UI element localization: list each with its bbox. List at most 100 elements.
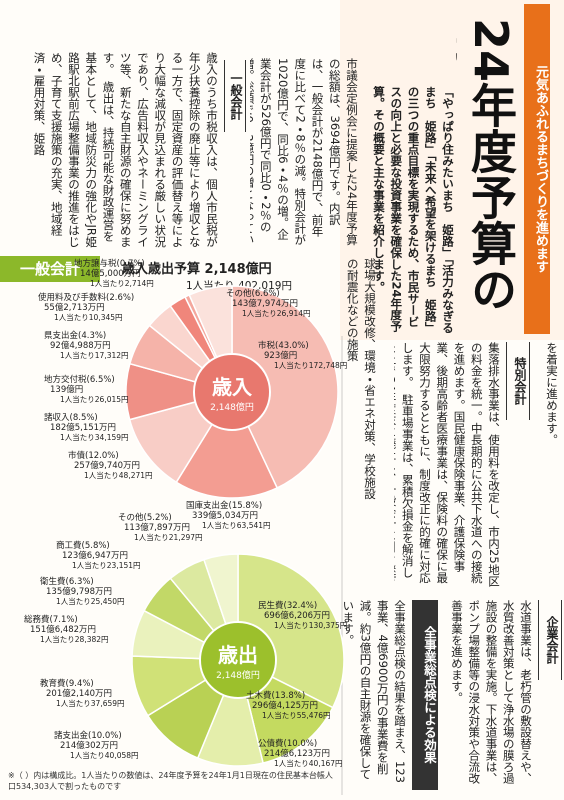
slice-label: 市債(12.0%) 257億9,740万円 1人当たり48,271円 [68, 450, 153, 480]
slice-name: 国庫支出金 [186, 500, 229, 511]
slice-name: 土木費 [246, 690, 272, 701]
page-title: 24年度予算の概要 [456, 18, 518, 313]
tagline: 元気あふれるまちづくりを進めます [524, 4, 550, 334]
slice-amount: 14億5,000万円 [80, 268, 141, 279]
slice-label: 諸収入(8.5%) 182億5,151万円 1人当たり34,159円 [44, 412, 129, 442]
slice-per-capita: 1人当たり23,151円 [72, 560, 141, 570]
slice-amount: 696億6,206万円 [264, 610, 330, 621]
badge-box [0, 256, 100, 282]
slice-share: (10.0%) [284, 739, 318, 749]
slice-amount: 139億円 [50, 384, 83, 395]
footnote: ※（ ）内は構成比。1人当たりの数値は、24年度予算を24年1月1日現在の住民基… [8, 771, 333, 791]
slice-share: (15.8%) [229, 501, 263, 511]
pie-center [193, 353, 271, 431]
slice-per-capita: 1人当たり130,375円 [274, 620, 347, 630]
slice-label: 総務費(7.1%) 151億6,482万円 1人当たり28,382円 [24, 614, 109, 644]
overview: 市議会定例会に提案した24年度予算の総額は、3694億円です。内訳は、一般会計が… [250, 58, 359, 246]
slice-label: 県支出金(4.3%) 92億4,988万円 1人当たり17,312円 [44, 330, 129, 360]
slice-per-capita: 1人当たり28,382円 [40, 634, 109, 644]
section-body: 水道事業は、老朽管の敷設替えや、水質改善対策として浄水場の膜ろ過施設の整備を実施… [450, 600, 533, 784]
slice-per-capita: 1人当たり37,659円 [56, 698, 125, 708]
slice-share: (0.7%) [117, 259, 145, 269]
slice-amount: 339億5,034万円 [192, 510, 258, 521]
slice-per-capita: 1人当たり10,345円 [54, 312, 123, 322]
section-heading: 全事業総点検による効果 [412, 600, 438, 790]
slice-per-capita: 1人当たり34,159円 [60, 432, 129, 442]
slice-amount: 214億302万円 [60, 740, 118, 751]
slice-share: (32.4%) [284, 601, 318, 611]
slice-share: (8.5%) [70, 413, 98, 423]
pie-center-label: 歳出 [218, 643, 258, 667]
slice-per-capita: 1人当たり40,167円 [274, 758, 343, 768]
slice-per-capita: 1人当たり40,058円 [70, 750, 139, 760]
slice-label: その他(5.2%) 113億7,897万円 1人当たり21,297円 [118, 512, 203, 542]
slice-amount: 143億7,974万円 [232, 298, 298, 309]
slice-amount: 135億9,798万円 [46, 586, 112, 597]
slice-label: 土木費(13.8%) 296億4,125万円 1人当たり55,476円 [246, 690, 331, 720]
slice-amount: 151億6,482万円 [30, 624, 96, 635]
slice-per-capita: 1人当たり26,015円 [60, 394, 129, 404]
slice-share: (6.3%) [66, 577, 94, 587]
slice-name: 商工費 [56, 540, 82, 551]
slice-share: (43.0%) [275, 341, 309, 351]
slice-name: 公債費 [258, 738, 284, 749]
slice-share: (9.4%) [66, 679, 94, 689]
slice-name: 使用料及び手数料 [38, 292, 107, 303]
slice-amount: 214億6,123万円 [264, 748, 330, 759]
pie-center-label: 歳入 [212, 375, 252, 399]
slice-per-capita: 1人当たり55,476円 [262, 710, 331, 720]
slice-label: その他(6.6%) 143億7,974万円 1人当たり26,914円 [226, 288, 311, 318]
slice-label: 公債費(10.0%) 214億6,123万円 1人当たり40,167円 [258, 738, 343, 768]
slice-share: (5.8%) [82, 541, 110, 551]
slice-label: 教育費(9.4%) 201億2,140万円 1人当たり37,659円 [40, 678, 125, 708]
slice-per-capita: 1人当たり2,714円 [90, 278, 154, 288]
chart-title: 歳入歳出予算 2,148億円 [122, 261, 272, 277]
slice-label: 市税(43.0%) 923億円 1人当たり172,748円 [258, 340, 347, 370]
badge: 一般会計 [20, 260, 80, 278]
slice-share: (5.2%) [144, 513, 172, 523]
slice-name: 市債 [68, 450, 86, 461]
slice-amount: 923億円 [264, 350, 297, 361]
slice-name: 諸支出金 [54, 730, 89, 741]
section-body: 全事業総点検の結果を踏まえ、123事業、4億6900万円の事業費を削減。約3億円… [344, 600, 407, 783]
slice-share: (13.8%) [272, 691, 306, 701]
slice-name: 教育費 [40, 678, 66, 689]
pie-center-amount: 2,148億円 [216, 669, 260, 681]
slice-amount: 257億9,740万円 [74, 460, 140, 471]
slice-amount: 92億4,988万円 [50, 340, 111, 351]
slice-share: (4.3%) [78, 331, 106, 341]
slice-share: (2.6%) [106, 293, 134, 303]
section-heading: 一般会計 [224, 60, 246, 132]
slice-share: (10.0%) [88, 731, 122, 741]
slice-name: 衛生費 [40, 576, 66, 587]
slice-name: 民生費 [258, 600, 284, 611]
slice-per-capita: 1人当たり25,450円 [56, 596, 125, 606]
slice-label: 使用料及び手数料(2.6%) 55億2,713万円 1人当たり10,345円 [38, 292, 134, 322]
slice-per-capita: 1人当たり63,541円 [202, 520, 271, 530]
section-body: 歳入のうち市税収入は、個人市民税が年少扶養控除の廃止等により増収となる一方で、固… [32, 52, 220, 248]
slice-name: その他 [118, 512, 144, 523]
intro: 「やっぱり住みたいまち 姫路」「活力みなぎるまち 姫路」「未来へ希望を架けるまち… [372, 86, 455, 334]
slice-amount: 113億7,897万円 [124, 522, 190, 533]
slice-amount: 123億6,947万円 [62, 550, 128, 561]
pie-slice [231, 285, 339, 489]
slice-amount: 55億2,713万円 [44, 302, 105, 313]
section-heading: 企業会計 [538, 600, 562, 680]
slice-label: 国庫支出金(15.8%) 339億5,034万円 1人当たり63,541円 [186, 500, 271, 530]
pie-center-amount: 2,148億円 [210, 401, 254, 413]
slice-share: (6.6%) [252, 289, 280, 299]
slice-share: (12.0%) [85, 451, 119, 461]
slice-name: 県支出金 [44, 330, 79, 341]
slice-name: 総務費 [24, 614, 50, 625]
section-body: を着実に進めます。 [545, 342, 559, 446]
slice-label: 地方交付税(6.5%) 139億円 1人当たり26,015円 [44, 374, 129, 404]
slice-label: 地方譲与税(0.7%) 14億5,000万円 1人当たり2,714円 [74, 258, 154, 288]
slice-label: 商工費(5.8%) 123億6,947万円 1人当たり23,151円 [56, 540, 141, 570]
slice-per-capita: 1人当たり17,312円 [60, 350, 129, 360]
pie-slice [175, 390, 279, 499]
slice-per-capita: 1人当たり172,748円 [274, 360, 347, 370]
slice-name: 地方譲与税 [74, 258, 117, 269]
slice-name: その他 [226, 288, 252, 299]
section-heading: 特別会計 [506, 342, 530, 420]
